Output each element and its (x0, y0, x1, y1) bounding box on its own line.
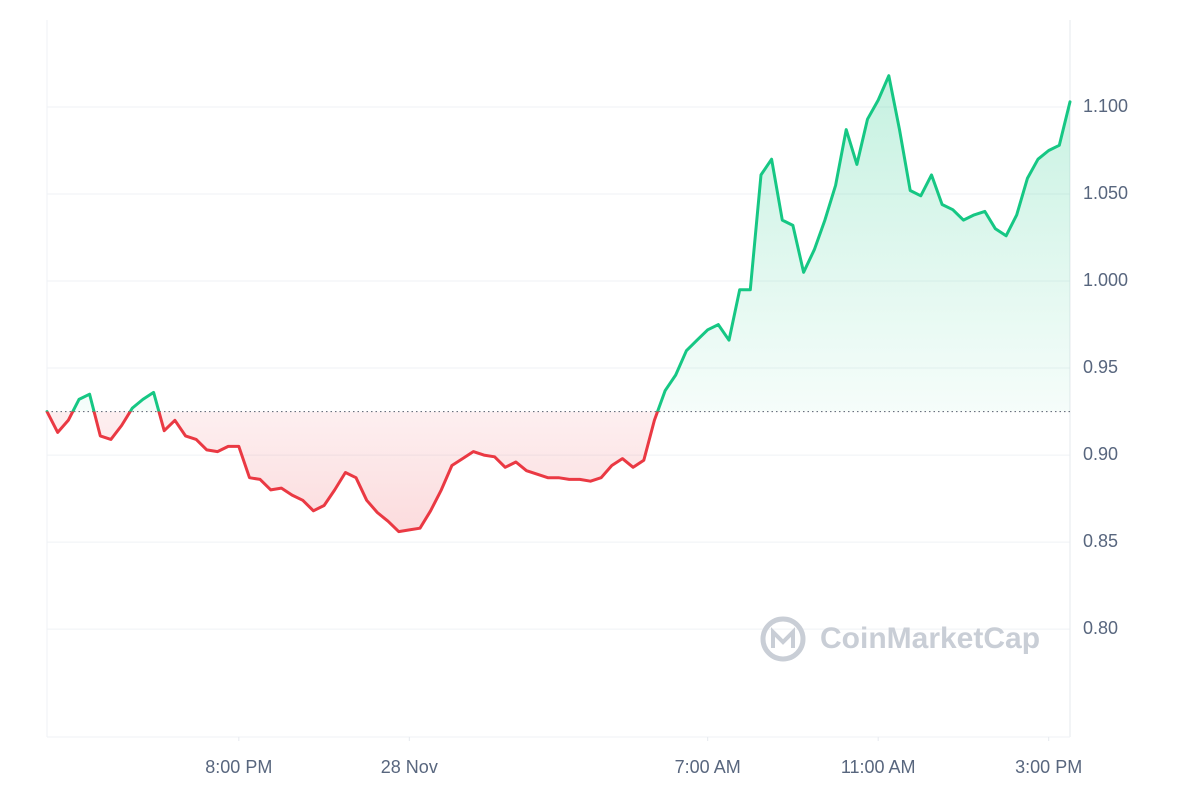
y-tick-label: 0.80 (1083, 618, 1118, 638)
y-tick-label: 1.050 (1083, 183, 1128, 203)
x-tick-label: 7:00 AM (675, 757, 741, 777)
x-tick-label: 8:00 PM (205, 757, 272, 777)
x-tick-label: 3:00 PM (1015, 757, 1082, 777)
y-tick-label: 0.95 (1083, 357, 1118, 377)
y-tick-label: 0.90 (1083, 444, 1118, 464)
y-tick-label: 1.000 (1083, 270, 1128, 290)
y-tick-label: 0.85 (1083, 531, 1118, 551)
area-fill (47, 75, 1070, 532)
watermark-group: CoinMarketCap (760, 616, 1040, 662)
x-tick-label: 11:00 AM (841, 757, 916, 777)
y-tick-label: 1.100 (1083, 96, 1128, 116)
watermark: CoinMarketCap (820, 622, 1040, 655)
watermark-logo-m (771, 627, 795, 648)
watermark-logo (760, 616, 806, 662)
price-line (45, 74, 1072, 534)
x-tick-label: 28 Nov (381, 757, 438, 777)
